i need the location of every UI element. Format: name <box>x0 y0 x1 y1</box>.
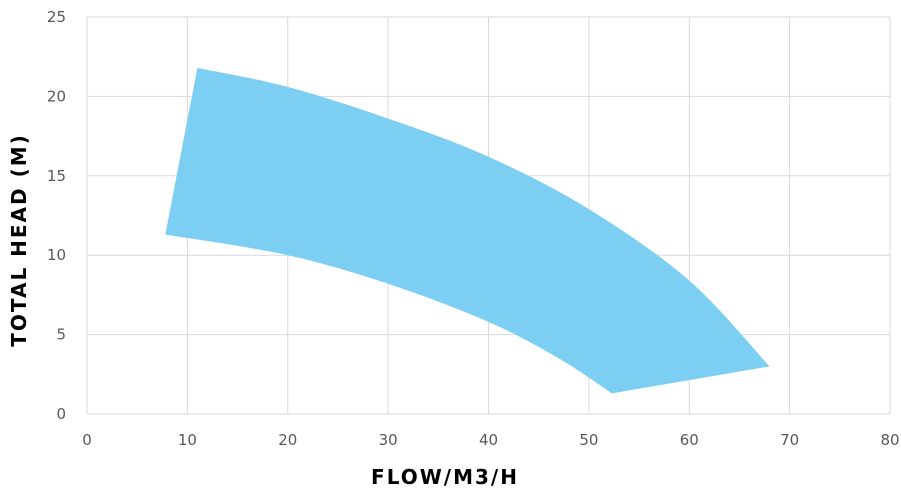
y-axis-title: TOTAL HEAD (M) <box>7 133 31 347</box>
y-tick-label-20: 20 <box>47 87 66 105</box>
x-tick-label-70: 70 <box>780 431 799 449</box>
x-tick-label-20: 20 <box>278 431 297 449</box>
x-tick-label-50: 50 <box>579 431 598 449</box>
y-tick-label-5: 5 <box>56 326 66 344</box>
y-tick-label-15: 15 <box>47 167 66 185</box>
y-tick-label-25: 25 <box>47 8 66 26</box>
y-axis-tick-labels: 0 5 10 15 20 25 <box>47 8 66 423</box>
y-tick-label-10: 10 <box>47 246 66 264</box>
x-tick-label-40: 40 <box>479 431 498 449</box>
x-axis-tick-labels: 0 10 20 30 40 50 60 70 80 <box>82 431 899 449</box>
x-tick-label-10: 10 <box>178 431 197 449</box>
x-tick-label-60: 60 <box>680 431 699 449</box>
operating-region-area <box>165 67 770 394</box>
x-tick-label-0: 0 <box>82 431 92 449</box>
x-axis-title: FLOW/M3/H <box>371 465 519 489</box>
operating-region-layer <box>165 67 770 394</box>
x-tick-label-80: 80 <box>880 431 899 449</box>
y-tick-label-0: 0 <box>56 405 66 423</box>
x-tick-label-30: 30 <box>379 431 398 449</box>
